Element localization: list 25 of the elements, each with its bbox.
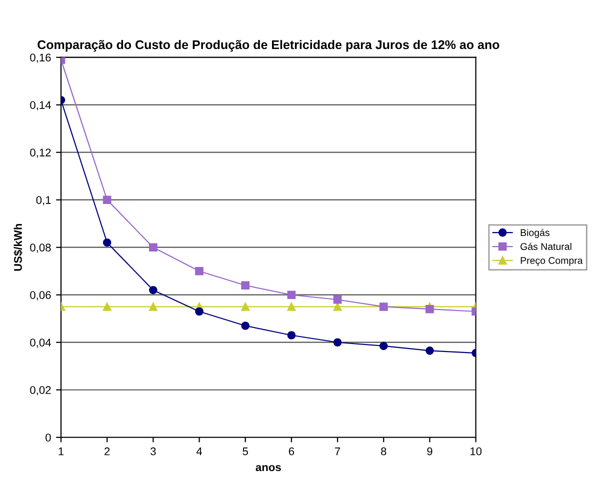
x-tick-label: 6 <box>288 447 294 456</box>
y-axis-title: US$/kWh <box>14 224 23 271</box>
y-tick-label: 0,1 <box>36 196 51 206</box>
x-tick-label: 5 <box>242 448 248 456</box>
x-tick-label: 1 <box>58 448 64 456</box>
legend-label: Gás Natural <box>520 242 572 250</box>
x-tick-label: 7 <box>335 448 340 456</box>
x-tick-label: 9 <box>427 447 432 456</box>
y-tick-label: 0,14 <box>30 101 51 110</box>
y-tick-label: 0,04 <box>30 338 51 348</box>
y-tick-label: 0,08 <box>30 244 51 253</box>
legend-label: Preço Compra <box>520 257 583 266</box>
y-tick-label: 0,12 <box>30 148 51 158</box>
y-tick-label: 0,02 <box>30 386 51 396</box>
legend-label: Biogás <box>520 228 550 238</box>
x-tick-label: 4 <box>196 448 202 456</box>
x-tick-label: 10 <box>470 447 482 456</box>
chart-title: Comparação do Custo de Produção de Eletricidade para Juros de 12% ao ano <box>38 40 500 52</box>
y-tick-label: 0,06 <box>30 291 51 300</box>
x-tick-label: 3 <box>150 447 156 456</box>
y-tick-label: 0,16 <box>30 54 51 63</box>
x-axis-title: anos <box>256 465 281 472</box>
x-tick-label: 2 <box>104 447 110 456</box>
x-tick-label: 8 <box>381 447 386 456</box>
y-tick-label: 0 <box>46 434 51 442</box>
